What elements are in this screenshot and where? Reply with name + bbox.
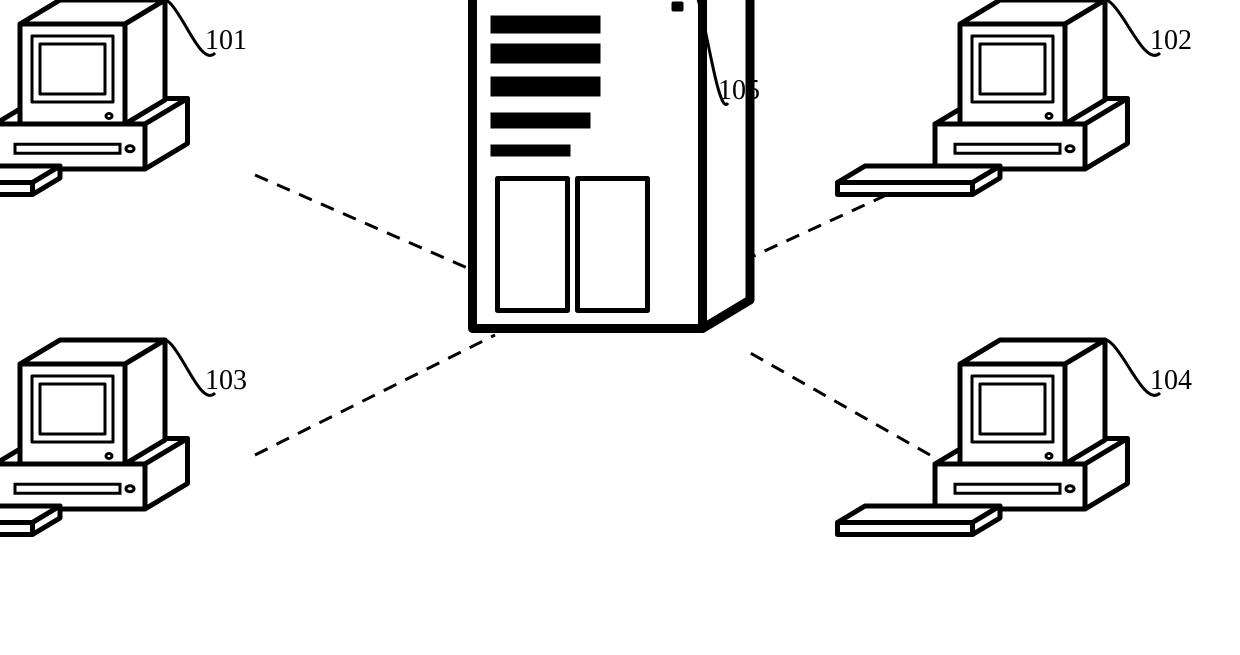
computer-icon: [838, 0, 1128, 195]
node-label: 103: [205, 365, 247, 397]
diagram-canvas: [0, 0, 1240, 655]
edge: [255, 175, 495, 280]
computer-icon: [0, 340, 188, 535]
computer-icon: [0, 0, 188, 195]
nodes: [0, 0, 1128, 535]
node-label: 102: [1150, 25, 1192, 57]
node-label: 101: [205, 25, 247, 57]
node-label: 105: [718, 75, 760, 107]
edge: [745, 350, 930, 455]
node-label: 104: [1150, 365, 1192, 397]
computer-icon: [838, 340, 1128, 535]
edge: [255, 335, 495, 455]
